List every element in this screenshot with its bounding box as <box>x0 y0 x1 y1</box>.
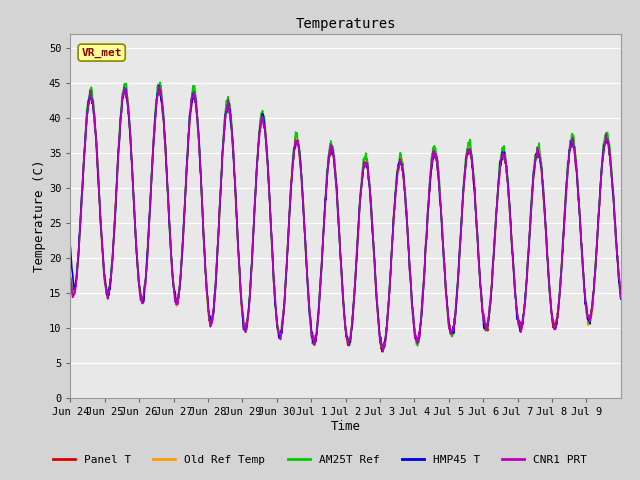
Legend: Panel T, Old Ref Temp, AM25T Ref, HMP45 T, CNR1 PRT: Panel T, Old Ref Temp, AM25T Ref, HMP45 … <box>48 451 592 469</box>
Title: Temperatures: Temperatures <box>295 17 396 31</box>
X-axis label: Time: Time <box>331 420 360 433</box>
Y-axis label: Temperature (C): Temperature (C) <box>33 160 46 272</box>
Text: VR_met: VR_met <box>81 48 122 58</box>
